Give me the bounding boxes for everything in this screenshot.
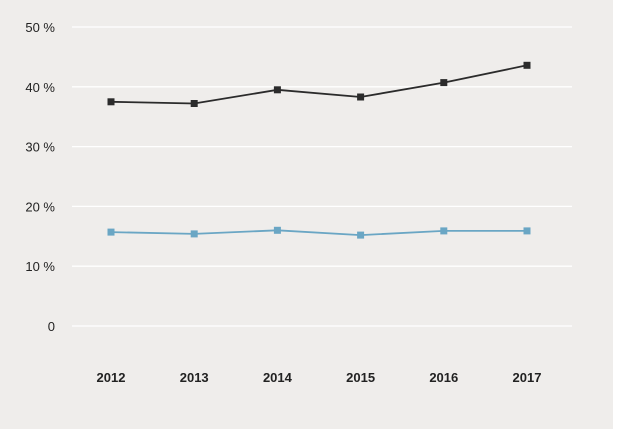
y-tick-label: 50 % bbox=[25, 20, 55, 35]
data-point-marker bbox=[107, 98, 115, 106]
y-tick-label: 20 % bbox=[25, 199, 55, 214]
data-point-marker bbox=[357, 93, 365, 101]
data-point-marker bbox=[273, 86, 281, 94]
y-tick-label: 40 % bbox=[25, 80, 55, 95]
gridlines bbox=[72, 26, 572, 327]
x-tick-label: 2015 bbox=[346, 370, 375, 385]
data-point-marker bbox=[440, 227, 448, 235]
y-axis-tick-labels: 50 % 40 % 30 % 20 % 10 % 0 bbox=[25, 20, 55, 334]
x-tick-label: 2013 bbox=[180, 370, 209, 385]
data-point-marker bbox=[190, 100, 198, 107]
series-2 bbox=[107, 226, 531, 239]
x-tick-label: 2014 bbox=[263, 370, 293, 385]
data-point-marker bbox=[190, 230, 198, 238]
series-layer bbox=[107, 61, 531, 239]
series-1-line bbox=[110, 64, 528, 105]
data-point-marker bbox=[107, 228, 115, 236]
x-tick-label: 2012 bbox=[97, 370, 126, 385]
y-tick-label: 10 % bbox=[25, 259, 55, 274]
data-point-marker bbox=[273, 226, 281, 234]
data-point-marker bbox=[357, 231, 365, 239]
x-tick-label: 2016 bbox=[429, 370, 458, 385]
data-point-marker bbox=[523, 61, 531, 69]
x-tick-label: 2017 bbox=[513, 370, 542, 385]
y-tick-label: 0 bbox=[48, 319, 55, 334]
x-axis-tick-labels: 2012 2013 2014 2015 2016 2017 bbox=[97, 370, 542, 385]
data-point-marker bbox=[440, 79, 448, 87]
data-point-marker bbox=[523, 227, 531, 235]
series-2-line bbox=[110, 229, 527, 237]
series-1 bbox=[107, 61, 531, 107]
y-tick-label: 30 % bbox=[25, 140, 55, 155]
